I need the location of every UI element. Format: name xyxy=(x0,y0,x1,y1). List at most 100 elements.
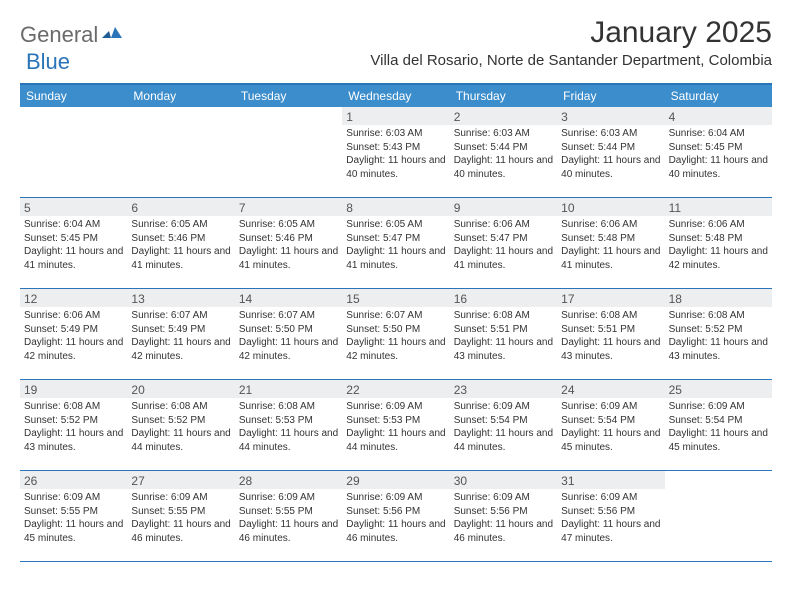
day-number: 16 xyxy=(454,292,467,306)
day-number-row: 22 xyxy=(342,380,449,398)
day-number-row: 4 xyxy=(665,107,772,125)
day-number-row: 9 xyxy=(450,198,557,216)
day-number-row xyxy=(665,471,772,489)
calendar-cell: 28Sunrise: 6:09 AMSunset: 5:55 PMDayligh… xyxy=(235,471,342,561)
day-info: Sunrise: 6:09 AMSunset: 5:55 PMDaylight:… xyxy=(235,489,342,549)
day-number-row: 24 xyxy=(557,380,664,398)
day-number: 12 xyxy=(24,292,37,306)
day-info: Sunrise: 6:04 AMSunset: 5:45 PMDaylight:… xyxy=(20,216,127,276)
day-info: Sunrise: 6:08 AMSunset: 5:52 PMDaylight:… xyxy=(127,398,234,458)
day-number-row: 30 xyxy=(450,471,557,489)
calendar-cell: 8Sunrise: 6:05 AMSunset: 5:47 PMDaylight… xyxy=(342,198,449,288)
day-number-row xyxy=(235,107,342,125)
day-number: 7 xyxy=(239,201,246,215)
calendar-week: 5Sunrise: 6:04 AMSunset: 5:45 PMDaylight… xyxy=(20,198,772,289)
day-number: 4 xyxy=(669,110,676,124)
day-info: Sunrise: 6:08 AMSunset: 5:52 PMDaylight:… xyxy=(665,307,772,367)
day-info: Sunrise: 6:05 AMSunset: 5:46 PMDaylight:… xyxy=(235,216,342,276)
day-number: 18 xyxy=(669,292,682,306)
day-info: Sunrise: 6:09 AMSunset: 5:55 PMDaylight:… xyxy=(20,489,127,549)
calendar-cell: 4Sunrise: 6:04 AMSunset: 5:45 PMDaylight… xyxy=(665,107,772,197)
calendar-cell: 16Sunrise: 6:08 AMSunset: 5:51 PMDayligh… xyxy=(450,289,557,379)
calendar-cell: 11Sunrise: 6:06 AMSunset: 5:48 PMDayligh… xyxy=(665,198,772,288)
day-number: 19 xyxy=(24,383,37,397)
day-header-cell: Thursday xyxy=(450,85,557,107)
day-header-cell: Tuesday xyxy=(235,85,342,107)
day-number: 28 xyxy=(239,474,252,488)
day-number-row: 29 xyxy=(342,471,449,489)
month-title: January 2025 xyxy=(370,16,772,50)
calendar-week: 26Sunrise: 6:09 AMSunset: 5:55 PMDayligh… xyxy=(20,471,772,562)
day-number: 1 xyxy=(346,110,353,124)
location-subtitle: Villa del Rosario, Norte de Santander De… xyxy=(370,52,772,69)
day-info: Sunrise: 6:08 AMSunset: 5:52 PMDaylight:… xyxy=(20,398,127,458)
calendar-cell: 31Sunrise: 6:09 AMSunset: 5:56 PMDayligh… xyxy=(557,471,664,561)
calendar-week: 1Sunrise: 6:03 AMSunset: 5:43 PMDaylight… xyxy=(20,107,772,198)
day-number: 29 xyxy=(346,474,359,488)
calendar-cell: 22Sunrise: 6:09 AMSunset: 5:53 PMDayligh… xyxy=(342,380,449,470)
day-info: Sunrise: 6:04 AMSunset: 5:45 PMDaylight:… xyxy=(665,125,772,185)
day-info: Sunrise: 6:03 AMSunset: 5:44 PMDaylight:… xyxy=(557,125,664,185)
day-header-cell: Saturday xyxy=(665,85,772,107)
day-number-row: 8 xyxy=(342,198,449,216)
brand-logo: General xyxy=(20,22,126,48)
day-number-row: 12 xyxy=(20,289,127,307)
day-number-row: 17 xyxy=(557,289,664,307)
day-number: 9 xyxy=(454,201,461,215)
day-info: Sunrise: 6:06 AMSunset: 5:48 PMDaylight:… xyxy=(557,216,664,276)
day-info: Sunrise: 6:06 AMSunset: 5:48 PMDaylight:… xyxy=(665,216,772,276)
calendar-cell: 14Sunrise: 6:07 AMSunset: 5:50 PMDayligh… xyxy=(235,289,342,379)
day-number: 20 xyxy=(131,383,144,397)
day-header-cell: Wednesday xyxy=(342,85,449,107)
calendar-cell: 9Sunrise: 6:06 AMSunset: 5:47 PMDaylight… xyxy=(450,198,557,288)
day-info: Sunrise: 6:09 AMSunset: 5:56 PMDaylight:… xyxy=(450,489,557,549)
calendar-cell: 3Sunrise: 6:03 AMSunset: 5:44 PMDaylight… xyxy=(557,107,664,197)
calendar-cell: 26Sunrise: 6:09 AMSunset: 5:55 PMDayligh… xyxy=(20,471,127,561)
day-info: Sunrise: 6:03 AMSunset: 5:43 PMDaylight:… xyxy=(342,125,449,185)
day-info: Sunrise: 6:09 AMSunset: 5:54 PMDaylight:… xyxy=(450,398,557,458)
calendar-cell: 6Sunrise: 6:05 AMSunset: 5:46 PMDaylight… xyxy=(127,198,234,288)
day-info: Sunrise: 6:07 AMSunset: 5:50 PMDaylight:… xyxy=(342,307,449,367)
calendar-cell: 12Sunrise: 6:06 AMSunset: 5:49 PMDayligh… xyxy=(20,289,127,379)
day-info: Sunrise: 6:09 AMSunset: 5:56 PMDaylight:… xyxy=(557,489,664,549)
day-info: Sunrise: 6:09 AMSunset: 5:54 PMDaylight:… xyxy=(557,398,664,458)
calendar-cell: 25Sunrise: 6:09 AMSunset: 5:54 PMDayligh… xyxy=(665,380,772,470)
calendar-cell: 20Sunrise: 6:08 AMSunset: 5:52 PMDayligh… xyxy=(127,380,234,470)
calendar-cell: 29Sunrise: 6:09 AMSunset: 5:56 PMDayligh… xyxy=(342,471,449,561)
day-number: 31 xyxy=(561,474,574,488)
calendar-week: 12Sunrise: 6:06 AMSunset: 5:49 PMDayligh… xyxy=(20,289,772,380)
calendar-cell xyxy=(127,107,234,197)
day-header-cell: Monday xyxy=(127,85,234,107)
calendar-cell: 23Sunrise: 6:09 AMSunset: 5:54 PMDayligh… xyxy=(450,380,557,470)
brand-text-general: General xyxy=(20,22,98,48)
day-info: Sunrise: 6:05 AMSunset: 5:46 PMDaylight:… xyxy=(127,216,234,276)
calendar-cell: 5Sunrise: 6:04 AMSunset: 5:45 PMDaylight… xyxy=(20,198,127,288)
day-number: 8 xyxy=(346,201,353,215)
day-number-row: 26 xyxy=(20,471,127,489)
title-block: January 2025 Villa del Rosario, Norte de… xyxy=(370,16,772,69)
calendar-cell: 18Sunrise: 6:08 AMSunset: 5:52 PMDayligh… xyxy=(665,289,772,379)
day-info: Sunrise: 6:08 AMSunset: 5:51 PMDaylight:… xyxy=(450,307,557,367)
calendar-cell: 17Sunrise: 6:08 AMSunset: 5:51 PMDayligh… xyxy=(557,289,664,379)
day-number: 2 xyxy=(454,110,461,124)
day-number: 24 xyxy=(561,383,574,397)
day-number: 11 xyxy=(669,201,681,215)
day-number: 26 xyxy=(24,474,37,488)
day-info: Sunrise: 6:06 AMSunset: 5:47 PMDaylight:… xyxy=(450,216,557,276)
day-number-row: 14 xyxy=(235,289,342,307)
day-number-row: 21 xyxy=(235,380,342,398)
day-number: 27 xyxy=(131,474,144,488)
day-info: Sunrise: 6:09 AMSunset: 5:54 PMDaylight:… xyxy=(665,398,772,458)
day-info: Sunrise: 6:06 AMSunset: 5:49 PMDaylight:… xyxy=(20,307,127,367)
day-info: Sunrise: 6:08 AMSunset: 5:51 PMDaylight:… xyxy=(557,307,664,367)
day-number-row: 3 xyxy=(557,107,664,125)
day-header-cell: Sunday xyxy=(20,85,127,107)
calendar-cell: 15Sunrise: 6:07 AMSunset: 5:50 PMDayligh… xyxy=(342,289,449,379)
day-number: 15 xyxy=(346,292,359,306)
day-number-row: 7 xyxy=(235,198,342,216)
calendar-cell: 27Sunrise: 6:09 AMSunset: 5:55 PMDayligh… xyxy=(127,471,234,561)
day-number-row: 11 xyxy=(665,198,772,216)
calendar-cell xyxy=(235,107,342,197)
day-number-row: 28 xyxy=(235,471,342,489)
day-number-row: 27 xyxy=(127,471,234,489)
